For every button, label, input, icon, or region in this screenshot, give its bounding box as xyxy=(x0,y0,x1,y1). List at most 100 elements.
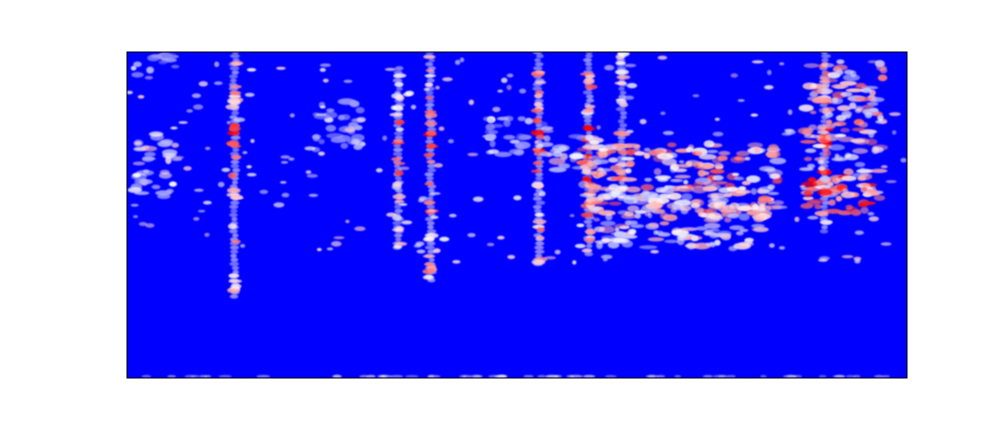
heatmap-cell xyxy=(230,53,240,59)
heatmap-cell xyxy=(333,236,345,240)
heatmap-cell xyxy=(178,121,188,124)
heatmap-cell xyxy=(337,98,356,105)
heatmap-cell xyxy=(619,110,628,116)
heatmap-cell xyxy=(231,216,238,222)
heatmap-cell xyxy=(533,101,543,107)
heatmap-cell xyxy=(787,109,793,115)
heatmap-cell xyxy=(584,126,595,131)
heatmap-cell xyxy=(885,180,897,184)
heatmap-cell xyxy=(535,176,544,181)
heatmap-cell xyxy=(855,96,873,102)
heatmap-cell xyxy=(326,133,344,139)
heatmap-cell xyxy=(384,67,396,71)
heatmap-cell xyxy=(230,253,237,258)
heatmap-cell xyxy=(662,214,678,222)
heatmap-cell xyxy=(850,138,866,144)
heatmap-cell xyxy=(280,181,287,184)
heatmap-cell xyxy=(625,168,632,174)
heatmap-cell xyxy=(343,79,353,84)
heatmap-cell xyxy=(159,169,170,175)
heatmap-cell xyxy=(524,117,533,125)
heatmap-cell xyxy=(828,199,836,206)
heatmap-cell xyxy=(433,163,443,168)
heatmap-cell xyxy=(656,374,666,378)
heatmap-cell xyxy=(598,151,608,159)
heatmap-cell xyxy=(604,374,617,378)
heatmap-cell xyxy=(497,89,504,93)
heatmap-cell xyxy=(536,134,546,139)
heatmap-cell xyxy=(230,249,239,254)
heatmap-cell xyxy=(712,374,726,378)
heatmap-cell xyxy=(760,374,767,378)
heatmap-cell xyxy=(718,150,731,156)
heatmap-cell xyxy=(486,242,495,247)
heatmap-cell xyxy=(394,170,404,177)
heatmap-cell xyxy=(863,193,872,197)
heatmap-cell xyxy=(439,236,450,242)
heatmap-cell xyxy=(739,228,749,233)
heatmap-cell xyxy=(626,160,635,168)
heatmap-cell xyxy=(819,229,829,234)
heatmap-cell xyxy=(141,145,150,150)
heatmap-cell xyxy=(831,123,842,126)
heatmap-cell xyxy=(513,149,524,156)
heatmap-cell xyxy=(354,226,366,231)
heatmap-cell xyxy=(393,233,403,238)
heatmap-cell xyxy=(824,208,842,214)
heatmap-cell xyxy=(304,146,316,151)
heatmap-cell xyxy=(394,204,402,209)
heatmap-cell xyxy=(533,182,544,189)
heatmap-cell xyxy=(818,374,827,378)
heatmap-cell xyxy=(492,106,501,113)
heatmap-cell xyxy=(593,217,600,222)
heatmap-cell xyxy=(825,133,840,142)
heatmap-cell xyxy=(429,192,441,195)
heatmap-cell xyxy=(424,245,435,250)
heatmap-cell xyxy=(359,374,369,378)
heatmap-cell xyxy=(455,59,461,65)
heatmap-cell xyxy=(580,170,598,175)
heatmap-cell xyxy=(889,112,901,116)
heatmap-cell xyxy=(586,223,593,228)
heatmap-cell xyxy=(619,177,638,182)
heatmap-cell xyxy=(532,161,543,166)
heatmap-cell xyxy=(394,135,403,140)
heatmap-cell xyxy=(199,374,207,378)
heatmap-cell xyxy=(515,133,526,141)
heatmap-cell xyxy=(840,127,850,133)
heatmap-cell xyxy=(829,97,844,105)
heatmap-cell xyxy=(574,243,586,249)
heatmap-cell xyxy=(656,152,674,160)
heatmap-cell xyxy=(545,374,559,378)
heatmap-cell xyxy=(144,75,153,80)
heatmap-cell xyxy=(859,167,866,173)
heatmap-cell xyxy=(745,156,751,161)
heatmap-cell xyxy=(503,134,516,140)
heatmap-cell xyxy=(827,181,834,187)
heatmap-cell xyxy=(694,149,707,155)
heatmap-cell xyxy=(393,73,407,78)
heatmap-cell xyxy=(229,204,239,209)
heatmap-cell xyxy=(155,190,172,196)
heatmap-cell xyxy=(230,257,239,262)
heatmap-cell xyxy=(392,193,406,200)
heatmap-cell xyxy=(423,236,435,241)
heatmap-cell xyxy=(231,110,240,116)
heatmap-cell xyxy=(536,227,545,233)
heatmap-cell xyxy=(197,209,206,213)
heatmap-cell xyxy=(822,149,832,157)
heatmap-cell xyxy=(345,219,350,224)
heatmap-cell xyxy=(398,203,408,206)
heatmap-cell xyxy=(584,251,594,257)
heatmap-cell xyxy=(875,120,887,124)
heatmap-cell xyxy=(824,111,834,118)
heatmap-cell xyxy=(322,78,329,83)
heatmap-cell xyxy=(640,184,655,191)
heatmap-cell xyxy=(697,161,704,167)
heatmap-cell xyxy=(590,207,601,212)
heatmap-cell xyxy=(389,112,404,117)
heatmap-cell xyxy=(544,256,556,260)
heatmap-cell xyxy=(820,63,835,68)
heatmap-cell xyxy=(634,144,641,150)
heatmap-cell xyxy=(535,172,544,177)
